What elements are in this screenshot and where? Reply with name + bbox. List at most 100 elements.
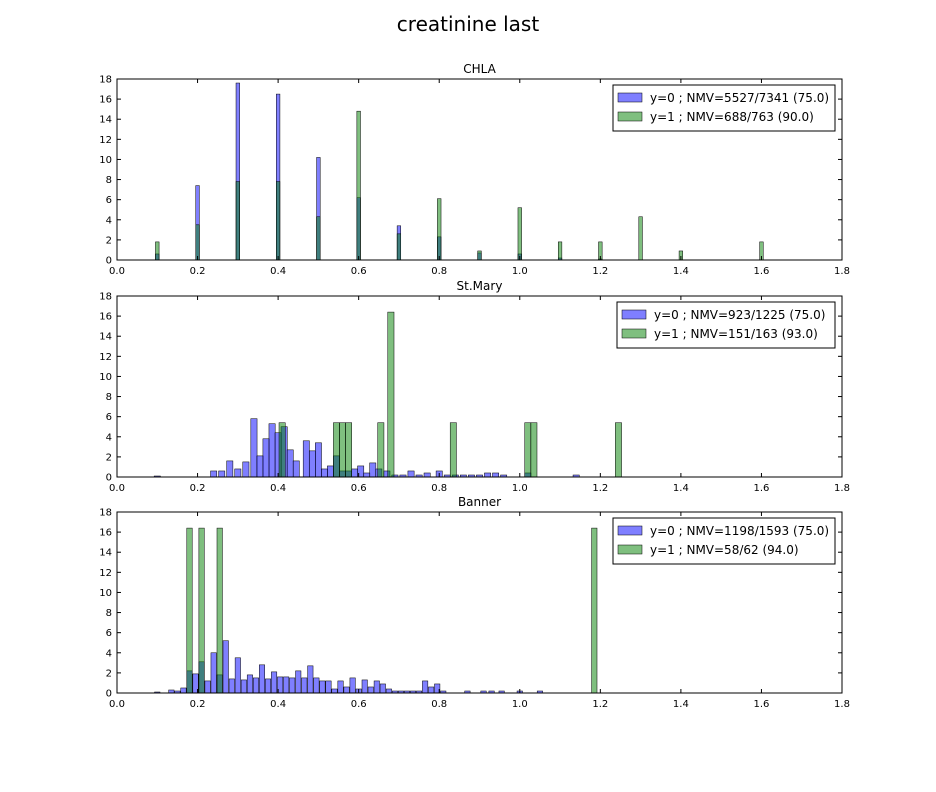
st-mary-legend-label-y1: y=1 ; NMV=151/163 (93.0)	[654, 327, 818, 341]
chla-x-tick-label: 1.2	[592, 266, 608, 277]
chla-y-tick-label: 0	[106, 256, 112, 267]
banner-bar-y1	[198, 527, 205, 694]
chart-st-mary: 0.0 0.2 0.4 0.6 0.8 1.0 1.2 1.4 1.6 1.8 0 2 4 6 8 10 12 1…	[99, 279, 850, 494]
banner-y-tick-label: 4	[106, 648, 112, 659]
chla-bar-y1	[557, 241, 563, 261]
st-mary-bar-y0	[218, 470, 226, 478]
st-mary-y-tick-label: 0	[106, 473, 112, 484]
st-mary-bar-y1	[377, 422, 385, 478]
chla-bar-y1	[396, 233, 402, 261]
st-mary-bar-y1	[615, 422, 622, 478]
chla-y-tick-label: 2	[106, 235, 112, 246]
st-mary-bar-y0	[286, 449, 294, 478]
st-mary-bar-y0	[256, 455, 264, 478]
chla-bar-y1	[437, 198, 442, 261]
banner-bar-y0	[379, 683, 386, 694]
banner-bar-y1	[186, 527, 193, 694]
banner-y-tick-label: 16	[99, 528, 112, 539]
st-mary-y-tick-label: 4	[106, 432, 112, 443]
chla-y-tick-label: 16	[99, 95, 112, 106]
st-mary-bar-y0	[363, 472, 371, 478]
st-mary-bar-y0	[308, 450, 316, 478]
chla-bar-y1	[517, 207, 522, 261]
banner-bar-y0	[228, 678, 235, 694]
banner-bar-y0	[361, 679, 368, 694]
st-mary-bar-y0	[302, 440, 310, 478]
st-mary-bar-y1	[345, 422, 352, 478]
st-mary-bar-y0	[268, 423, 276, 478]
banner-y-tick-label: 2	[106, 668, 112, 679]
banner-bar-y1	[591, 527, 598, 694]
chla-bar-y1	[638, 216, 643, 261]
st-mary-y-tick-label: 12	[99, 352, 112, 363]
chla-x-tick-label: 0.0	[109, 266, 125, 277]
st-mary-y-tick-label: 2	[106, 452, 112, 463]
banner-bar-y0	[428, 686, 435, 694]
chla-bar-y1	[356, 110, 361, 261]
banner-bar-y0	[313, 677, 320, 694]
chla-x-tick-label: 1.6	[753, 266, 769, 277]
banner-bar-y0	[240, 679, 247, 694]
st-mary-x-tick-label: 1.0	[512, 483, 528, 494]
st-mary-legend-swatch-y0	[621, 309, 647, 320]
st-mary-x-tick-label: 1.8	[834, 483, 850, 494]
chla-bar-y1	[477, 250, 482, 261]
banner-bar-y0	[337, 680, 344, 694]
st-mary-bar-y1	[524, 422, 532, 478]
banner-title: Banner	[458, 495, 501, 509]
chla-y-tick-label: 6	[106, 195, 112, 206]
chla-bar-y1	[316, 216, 321, 261]
banner-x-tick-label: 1.0	[512, 699, 528, 710]
banner-bar-y0	[283, 676, 290, 694]
banner-bar-y0	[331, 688, 338, 694]
st-mary-y-tick-label: 10	[99, 372, 112, 383]
banner-bar-y0	[259, 664, 265, 694]
st-mary-legend: y=0 ; NMV=923/1225 (75.0) y=1 ; NMV=151/1…	[616, 301, 836, 349]
figure-title: creatinine last	[397, 12, 540, 36]
st-mary-bar-y0	[321, 468, 328, 478]
st-mary-bar-y0	[369, 462, 377, 478]
banner-legend-box	[612, 517, 836, 565]
st-mary-bar-y0	[210, 470, 218, 478]
st-mary-x-tick-label: 0.6	[351, 483, 367, 494]
st-mary-x-tick-label: 0.2	[190, 483, 206, 494]
chart-chla: 0.0 0.2 0.4 0.6 0.8 1.0 1.2 1.4 1.6 1.8 0 2 4 6 8 10 12 1…	[99, 62, 850, 277]
banner-legend: y=0 ; NMV=1198/1593 (75.0) y=1 ; NMV=58/6…	[612, 517, 836, 565]
chla-x-tick-label: 0.8	[431, 266, 447, 277]
banner-bar-y0	[319, 680, 326, 694]
chla-title: CHLA	[463, 62, 496, 76]
st-mary-bar-y1	[339, 422, 346, 478]
st-mary-y-tick-label: 16	[99, 312, 112, 323]
st-mary-legend-label-y0: y=0 ; NMV=923/1225 (75.0)	[654, 308, 825, 322]
st-mary-y-tick-label: 18	[99, 292, 112, 303]
chla-legend-box	[612, 84, 836, 132]
banner-bar-y0	[301, 677, 308, 694]
banner-bar-y0	[385, 688, 392, 694]
chla-bar-y1	[195, 224, 200, 261]
chla-axes-frame	[116, 78, 843, 261]
banner-y-tick-label: 14	[99, 548, 112, 559]
st-mary-x-tick-label: 0.0	[109, 483, 125, 494]
banner-bar-y0	[289, 677, 296, 694]
chla-x-tick-label: 1.8	[834, 266, 850, 277]
banner-x-tick-label: 0.6	[351, 699, 367, 710]
st-mary-x-tick-label: 0.8	[431, 483, 447, 494]
banner-bar-y0	[180, 687, 187, 694]
banner-y-tick-label: 0	[106, 689, 112, 700]
chla-y-tick-label: 18	[99, 75, 112, 86]
banner-bar-y0	[210, 652, 217, 694]
st-mary-y-tick-label: 8	[106, 392, 112, 403]
chla-legend-label-y0: y=0 ; NMV=5527/7341 (75.0)	[650, 91, 829, 105]
banner-bar-y0	[295, 670, 302, 694]
banner-x-tick-label: 1.4	[673, 699, 689, 710]
banner-x-tick-label: 0.2	[190, 699, 206, 710]
banner-y-tick-label: 8	[106, 608, 112, 619]
banner-bar-y0	[204, 680, 211, 694]
st-mary-bar-y0	[250, 418, 258, 478]
banner-bar-y0	[307, 665, 314, 694]
st-mary-title: St.Mary	[457, 279, 503, 293]
banner-bar-y0	[265, 678, 272, 694]
banner-bar-y0	[367, 686, 374, 694]
banner-bar-y0	[234, 657, 241, 694]
chla-y-tick-label: 12	[99, 135, 112, 146]
